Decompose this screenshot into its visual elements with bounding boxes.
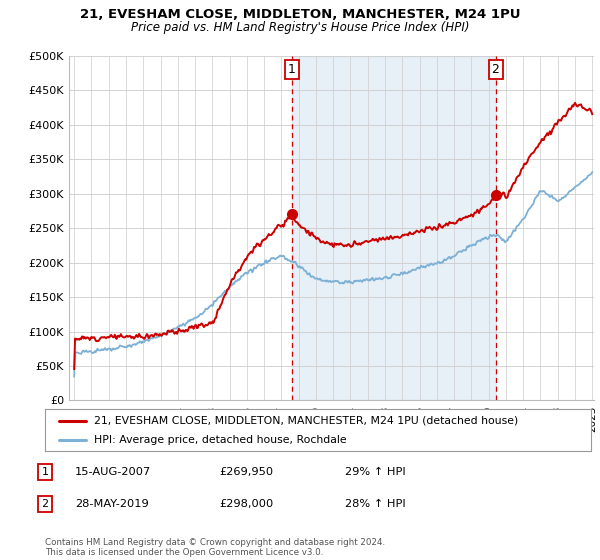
Text: 2: 2 [41,499,49,509]
Text: HPI: Average price, detached house, Rochdale: HPI: Average price, detached house, Roch… [94,435,347,445]
Text: £269,950: £269,950 [219,467,273,477]
Text: 21, EVESHAM CLOSE, MIDDLETON, MANCHESTER, M24 1PU: 21, EVESHAM CLOSE, MIDDLETON, MANCHESTER… [80,8,520,21]
Text: 21, EVESHAM CLOSE, MIDDLETON, MANCHESTER, M24 1PU (detached house): 21, EVESHAM CLOSE, MIDDLETON, MANCHESTER… [94,416,518,426]
Text: 15-AUG-2007: 15-AUG-2007 [75,467,151,477]
Text: 2: 2 [491,63,499,76]
Text: 29% ↑ HPI: 29% ↑ HPI [345,467,406,477]
Text: 28% ↑ HPI: 28% ↑ HPI [345,499,406,509]
Bar [292,56,496,400]
Text: Price paid vs. HM Land Registry's House Price Index (HPI): Price paid vs. HM Land Registry's House … [131,21,469,34]
Text: £298,000: £298,000 [219,499,273,509]
Text: Contains HM Land Registry data © Crown copyright and database right 2024.
This d: Contains HM Land Registry data © Crown c… [45,538,385,557]
Text: 1: 1 [41,467,49,477]
Text: 28-MAY-2019: 28-MAY-2019 [75,499,149,509]
Text: 1: 1 [288,63,296,76]
